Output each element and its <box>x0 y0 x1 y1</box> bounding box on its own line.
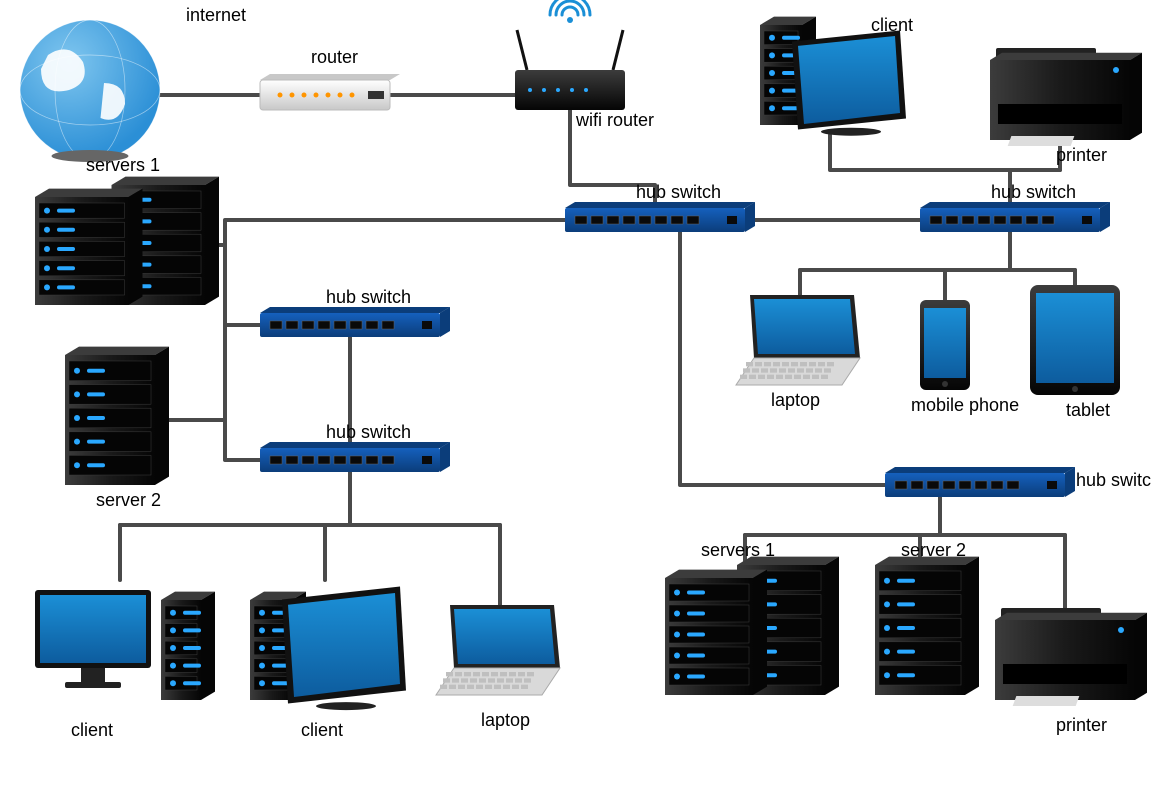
node-servers1 <box>35 177 219 305</box>
node-internet <box>20 20 160 162</box>
node-laptop_mid <box>736 295 860 385</box>
label-tablet: tablet <box>1066 400 1110 421</box>
node-printer_br <box>995 608 1147 706</box>
label-servers1_br: servers 1 <box>701 540 775 561</box>
label-internet: internet <box>186 5 246 26</box>
label-printer_top: printer <box>1056 145 1107 166</box>
label-client_top: client <box>871 15 913 36</box>
node-server2 <box>65 347 169 485</box>
label-sw_center: hub switch <box>636 182 721 203</box>
label-sw_left2: hub switch <box>326 422 411 443</box>
cable <box>225 245 260 460</box>
network-diagram: internet router wifi router client printer se… <box>0 0 1152 792</box>
label-laptop_mid: laptop <box>771 390 820 411</box>
node-sw_left2 <box>260 442 450 472</box>
label-sw_right2: hub switch <box>1076 470 1152 491</box>
node-sw_right2 <box>885 467 1075 497</box>
label-phone: mobile phone <box>911 395 1019 416</box>
node-wifi <box>515 0 625 110</box>
node-sw_right1 <box>920 202 1110 232</box>
label-sw_right1: hub switch <box>991 182 1076 203</box>
node-sw_left1 <box>260 307 450 337</box>
node-laptop_bl <box>436 605 560 695</box>
label-printer_br: printer <box>1056 715 1107 736</box>
node-client_bl1 <box>35 590 215 700</box>
label-client_bl1: client <box>71 720 113 741</box>
node-servers1_br <box>665 557 839 695</box>
label-sw_left1: hub switch <box>326 287 411 308</box>
label-client_bl2: client <box>301 720 343 741</box>
node-printer_top <box>990 48 1142 146</box>
node-client_bl2 <box>250 587 406 711</box>
node-sw_center <box>565 202 755 232</box>
label-server2: server 2 <box>96 490 161 511</box>
label-server2_br: server 2 <box>901 540 966 561</box>
node-router <box>260 74 400 110</box>
node-tablet <box>1030 285 1120 395</box>
node-phone <box>920 300 970 390</box>
label-laptop_bl: laptop <box>481 710 530 731</box>
label-wifi: wifi router <box>576 110 654 131</box>
label-servers1: servers 1 <box>86 155 160 176</box>
node-server2_br <box>875 557 979 695</box>
label-router: router <box>311 47 358 68</box>
